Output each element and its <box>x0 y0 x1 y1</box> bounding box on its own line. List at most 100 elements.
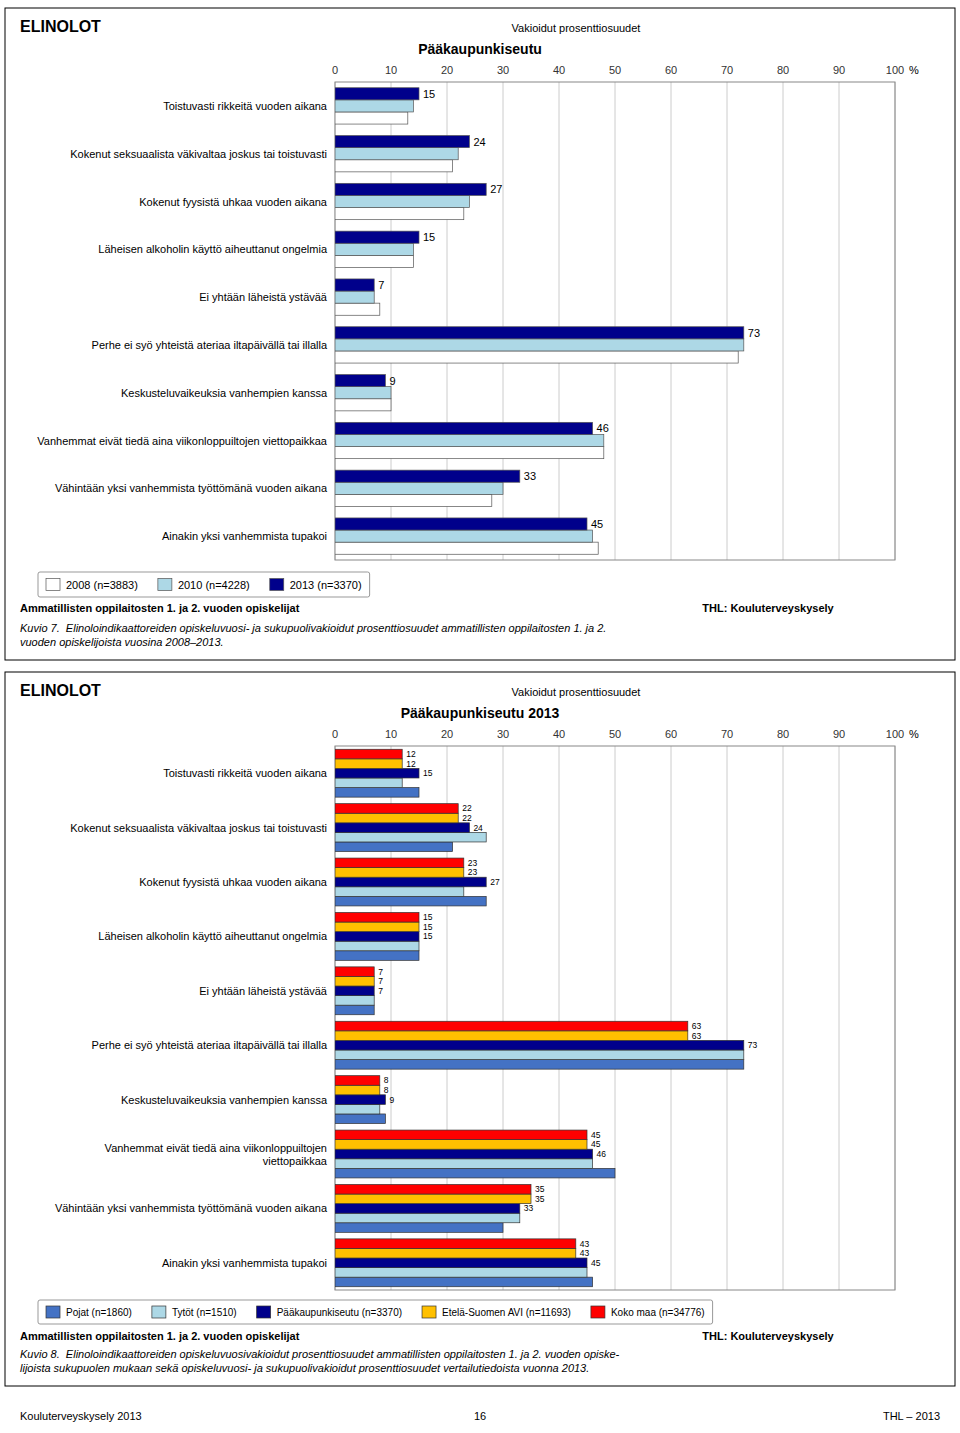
category-label: Kokenut seksuaalista väkivaltaa joskus t… <box>70 148 327 160</box>
bar <box>335 208 464 220</box>
grid-line <box>559 82 560 560</box>
category-label-line: Kokenut fyysistä uhkaa vuoden aikana <box>139 196 328 208</box>
bar <box>335 951 419 961</box>
grid-line <box>727 746 728 1290</box>
bar <box>335 327 744 339</box>
category-label-line: Toistuvasti rikkeitä vuoden aikana <box>163 100 328 112</box>
tick-label: 50 <box>609 728 621 740</box>
data-label: 9 <box>389 375 395 387</box>
bar <box>335 896 486 906</box>
data-label: 46 <box>597 1149 607 1159</box>
data-labels: 453346973715272415 <box>378 88 760 530</box>
tick-label: 70 <box>721 64 733 76</box>
data-label: 15 <box>423 768 433 778</box>
grid-line <box>671 82 672 560</box>
data-label: 24 <box>473 823 483 833</box>
category-label: Vanhemmat eivät tiedä aina viikonloppuil… <box>37 435 328 447</box>
bar <box>335 967 374 977</box>
bar <box>335 195 469 207</box>
data-label: 63 <box>692 1031 702 1041</box>
grid-line <box>671 746 672 1290</box>
bar <box>335 542 598 554</box>
bar <box>335 399 391 411</box>
bar <box>335 1104 380 1114</box>
bar <box>335 1184 531 1194</box>
data-label: 15 <box>423 231 435 243</box>
bar <box>335 788 419 798</box>
data-label: 46 <box>597 422 609 434</box>
category-label-line: Läheisen alkoholin käyttö aiheuttanut on… <box>98 243 328 255</box>
bar <box>335 1005 374 1015</box>
category-label-line: Vanhemmat eivät tiedä aina viikonloppuil… <box>105 1142 327 1154</box>
bar <box>335 941 419 951</box>
bar <box>335 434 604 446</box>
data-label: 15 <box>423 88 435 100</box>
legend-box <box>38 1300 713 1324</box>
bar <box>335 243 413 255</box>
tick-label: 0 <box>332 728 338 740</box>
legend: Pojat (n=1860)Tytöt (n=1510)Pääkaupunkis… <box>38 1300 713 1324</box>
chart-panel: ELINOLOTVakioidut prosenttiosuudetAmmati… <box>5 8 955 660</box>
category-label: Kokenut fyysistä uhkaa vuoden aikana <box>139 876 328 888</box>
bar <box>335 183 486 195</box>
caption: Kuvio 8. Elinoloindikaattoreiden opiskel… <box>20 1348 620 1374</box>
category-label: Ainakin yksi vanhemmista tupakoi <box>162 530 327 542</box>
caption: Kuvio 7. Elinoloindikaattoreiden opiskel… <box>20 622 606 648</box>
category-label: Perhe ei syö yhteistä ateriaa iltapäiväl… <box>92 1039 328 1051</box>
plot-frame <box>335 746 895 1290</box>
data-label: 22 <box>462 803 472 813</box>
bar <box>335 1268 587 1278</box>
bar <box>335 759 402 769</box>
category-label: Kokenut seksuaalista väkivaltaa joskus t… <box>70 822 327 834</box>
bar <box>335 1130 587 1140</box>
data-label: 15 <box>423 912 433 922</box>
bar <box>335 447 604 459</box>
bar <box>335 858 464 868</box>
bar <box>335 1114 385 1124</box>
category-label-line: Kokenut fyysistä uhkaa vuoden aikana <box>139 876 328 888</box>
bar <box>335 339 744 351</box>
category-label: Ei yhtään läheistä ystävää <box>199 985 328 997</box>
bar <box>335 1204 520 1214</box>
grid-line <box>559 746 560 1290</box>
grid <box>335 82 895 560</box>
caption-line: vuoden opiskelijoista vuosina 2008–2013. <box>20 636 224 648</box>
bar <box>335 1213 520 1223</box>
tick-label: 90 <box>833 64 845 76</box>
bar <box>335 922 419 932</box>
bar <box>335 1248 576 1258</box>
title: Pääkaupunkiseutu <box>418 41 542 57</box>
bar <box>335 530 593 542</box>
bar <box>335 1050 744 1060</box>
data-label: 8 <box>384 1085 389 1095</box>
bar <box>335 160 453 172</box>
bar <box>335 255 413 267</box>
category-label: Läheisen alkoholin käyttö aiheuttanut on… <box>98 930 328 942</box>
tick-label: 100 <box>886 728 904 740</box>
data-label: 9 <box>389 1095 394 1105</box>
bar <box>335 1223 503 1233</box>
category-label-line: Ainakin yksi vanhemmista tupakoi <box>162 1257 327 1269</box>
category-label: Vanhemmat eivät tiedä aina viikonloppuil… <box>105 1142 328 1167</box>
grid-line <box>615 746 616 1290</box>
legend-label: 2008 (n=3883) <box>66 579 138 591</box>
page-number: 16 <box>474 1410 486 1422</box>
category-label: Perhe ei syö yhteistä ateriaa iltapäiväl… <box>92 339 328 351</box>
bar <box>335 804 458 814</box>
bar <box>335 291 374 303</box>
data-label: 45 <box>591 1139 601 1149</box>
legend-swatch <box>158 579 172 591</box>
bar <box>335 976 374 986</box>
data-label: 7 <box>378 976 383 986</box>
tick-label: 70 <box>721 728 733 740</box>
grid-line <box>783 82 784 560</box>
tick-label: 60 <box>665 64 677 76</box>
category-label-line: Ei yhtään läheistä ystävää <box>199 985 328 997</box>
caption-line: Kuvio 8. Elinoloindikaattoreiden opiskel… <box>20 1348 620 1360</box>
legend-swatch <box>270 579 284 591</box>
category-label: Toistuvasti rikkeitä vuoden aikana <box>163 767 328 779</box>
tick-label: 20 <box>441 64 453 76</box>
grid-line <box>839 82 840 560</box>
bar <box>335 470 520 482</box>
header-note: Vakioidut prosenttiosuudet <box>512 22 641 34</box>
